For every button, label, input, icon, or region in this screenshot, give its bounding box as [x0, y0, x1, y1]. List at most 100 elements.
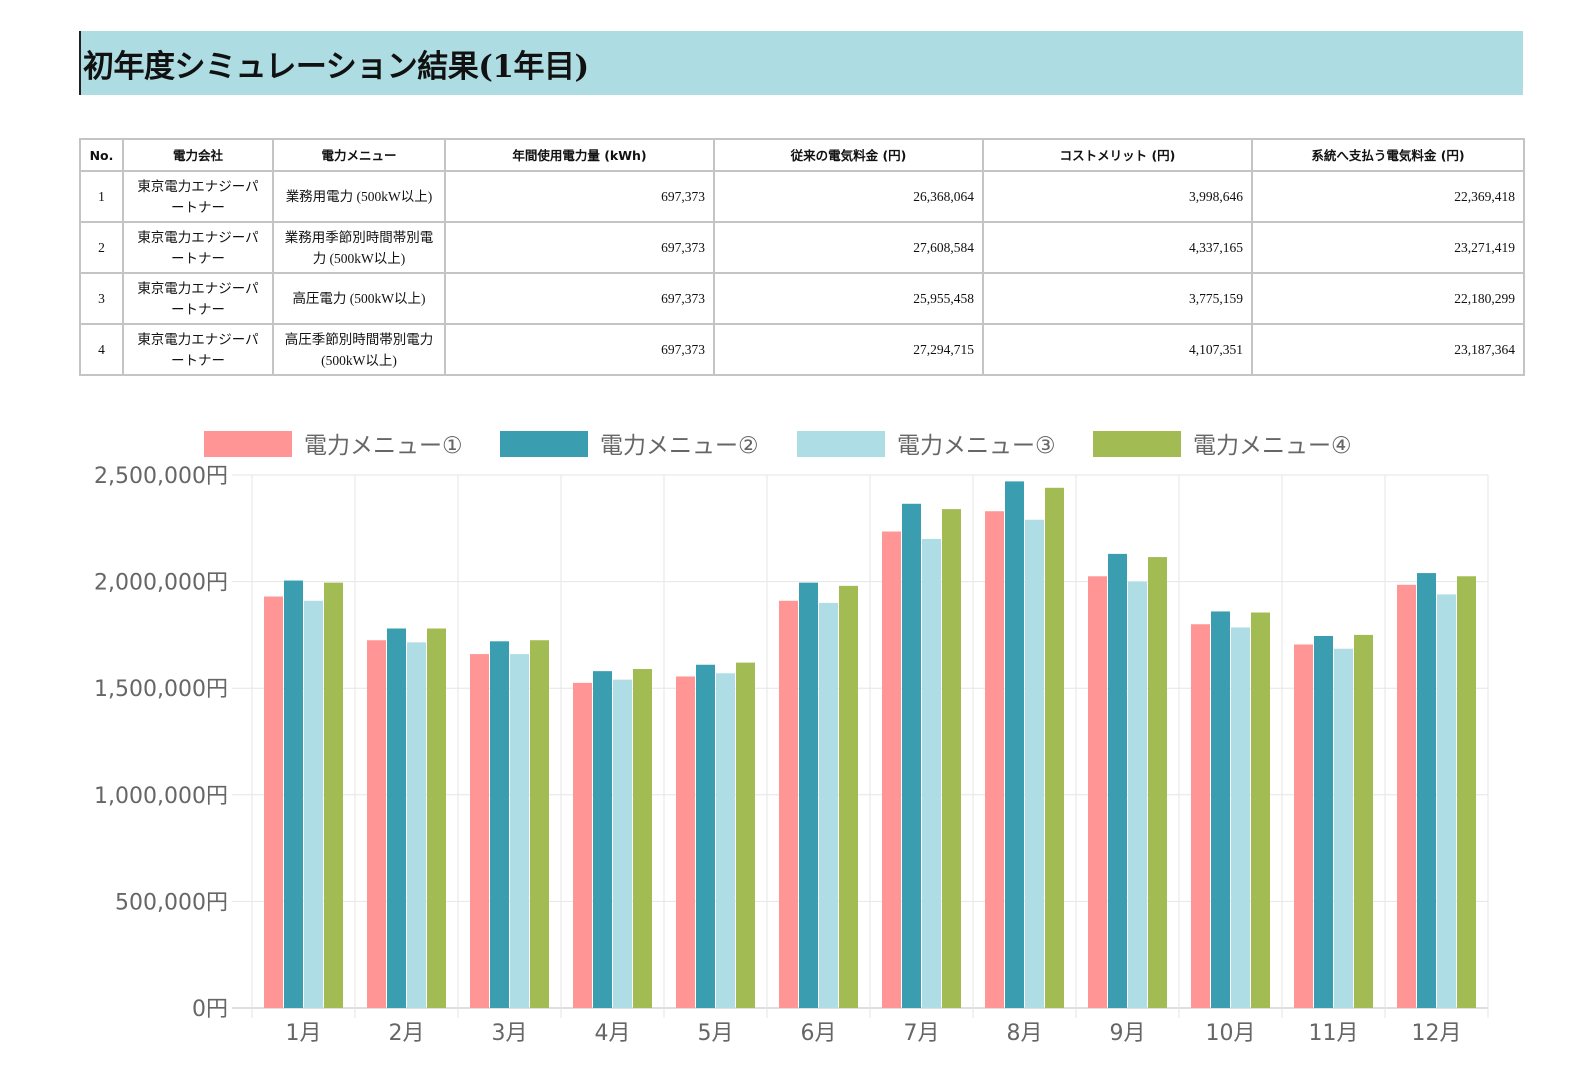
x-tick-label: 10月: [1206, 1021, 1256, 1046]
x-tick-label: 3月: [492, 1021, 528, 1046]
cell-usage: 697,373: [444, 272, 715, 325]
header-merit: コストメリット (円): [982, 138, 1253, 172]
bar: [1334, 648, 1353, 1008]
y-tick-label: 1,500,000円: [94, 677, 228, 702]
bar: [470, 654, 489, 1008]
y-tick-label: 2,500,000円: [94, 464, 228, 489]
x-tick-label: 2月: [389, 1021, 425, 1046]
header-usage: 年間使用電力量 (kWh): [444, 138, 715, 172]
bar: [633, 669, 652, 1008]
bar: [1148, 557, 1167, 1008]
header-grid: 系統へ支払う電気料金 (円): [1251, 138, 1525, 172]
bar: [942, 509, 961, 1008]
cell-company: 東京電力エナジーパートナー: [122, 323, 274, 376]
cell-merit: 3,775,159: [982, 272, 1253, 325]
y-tick-label: 2,000,000円: [94, 571, 228, 596]
legend-swatch: [1093, 431, 1181, 457]
bar: [284, 580, 303, 1008]
cell-menu: 高圧電力 (500kW以上): [272, 272, 446, 325]
cell-grid: 23,187,364: [1251, 323, 1525, 376]
bar: [1397, 584, 1416, 1008]
cell-company: 東京電力エナジーパートナー: [122, 221, 274, 274]
legend-swatch: [500, 431, 588, 457]
bar: [324, 582, 343, 1008]
cell-grid: 23,271,419: [1251, 221, 1525, 274]
bar: [1191, 624, 1210, 1008]
bar: [902, 503, 921, 1008]
bar: [407, 642, 426, 1008]
x-tick-label: 7月: [904, 1021, 940, 1046]
table-header-row: No. 電力会社 電力メニュー 年間使用電力量 (kWh) 従来の電気料金 (円…: [79, 138, 1525, 172]
cell-conventional: 27,608,584: [713, 221, 984, 274]
x-tick-label: 5月: [698, 1021, 734, 1046]
header-menu: 電力メニュー: [272, 138, 446, 172]
x-tick-label: 9月: [1110, 1021, 1146, 1046]
bar: [1251, 612, 1270, 1008]
cell-conventional: 27,294,715: [713, 323, 984, 376]
cell-company: 東京電力エナジーパートナー: [122, 170, 274, 223]
x-tick-label: 8月: [1007, 1021, 1043, 1046]
x-tick-label: 4月: [595, 1021, 631, 1046]
cell-menu: 業務用季節別時間帯別電力 (500kW以上): [272, 221, 446, 274]
cell-grid: 22,180,299: [1251, 272, 1525, 325]
legend-label: 電力メニュー④: [1193, 433, 1352, 459]
bar: [1128, 581, 1147, 1008]
bar: [1088, 576, 1107, 1008]
bar: [490, 641, 509, 1008]
table-row: 3 東京電力エナジーパートナー 高圧電力 (500kW以上) 697,373 2…: [79, 272, 1525, 325]
bar: [1025, 519, 1044, 1008]
legend-label: 電力メニュー②: [600, 433, 759, 459]
bar: [530, 640, 549, 1008]
bar: [922, 538, 941, 1008]
bar: [387, 628, 406, 1008]
legend-swatch: [797, 431, 885, 457]
cell-merit: 4,337,165: [982, 221, 1253, 274]
header-no: No.: [79, 138, 124, 172]
cell-menu: 業務用電力 (500kW以上): [272, 170, 446, 223]
bar: [819, 602, 838, 1008]
bar: [1314, 635, 1333, 1008]
bar: [882, 531, 901, 1008]
bar: [839, 585, 858, 1008]
monthly-bar-chart: 0円 500,000円 1,000,000円 1,500,000円 2,000,000円…: [94, 431, 1489, 1046]
x-tick-label: 12月: [1412, 1021, 1462, 1046]
bar: [1457, 576, 1476, 1008]
header-conventional: 従来の電気料金 (円): [713, 138, 984, 172]
cell-no: 3: [79, 272, 124, 325]
bar: [1211, 611, 1230, 1008]
bar: [985, 511, 1004, 1008]
cell-merit: 4,107,351: [982, 323, 1253, 376]
y-tick-label: 1,000,000円: [94, 784, 228, 809]
bar: [1437, 594, 1456, 1008]
bar: [613, 679, 632, 1008]
bar: [264, 596, 283, 1008]
y-tick-label: 0円: [192, 997, 228, 1022]
bar: [779, 600, 798, 1008]
bar: [593, 671, 612, 1008]
bar: [1294, 644, 1313, 1008]
x-tick-label: 6月: [801, 1021, 837, 1046]
x-tick-label: 11月: [1309, 1021, 1359, 1046]
bar: [1354, 634, 1373, 1008]
bar: [1108, 553, 1127, 1008]
cell-no: 1: [79, 170, 124, 223]
table-row: 2 東京電力エナジーパートナー 業務用季節別時間帯別電力 (500kW以上) 6…: [79, 221, 1525, 274]
page-header: 初年度シミュレーション結果(1年目): [79, 31, 1523, 95]
table-row: 1 東京電力エナジーパートナー 業務用電力 (500kW以上) 697,373 …: [79, 170, 1525, 223]
cell-usage: 697,373: [444, 323, 715, 376]
cell-usage: 697,373: [444, 170, 715, 223]
cell-conventional: 25,955,458: [713, 272, 984, 325]
legend-label: 電力メニュー①: [304, 433, 463, 459]
cell-no: 4: [79, 323, 124, 376]
x-tick-label: 1月: [286, 1021, 322, 1046]
bar: [1045, 487, 1064, 1008]
bar: [367, 640, 386, 1008]
results-table: No. 電力会社 電力メニュー 年間使用電力量 (kWh) 従来の電気料金 (円…: [79, 138, 1525, 376]
bar: [716, 673, 735, 1008]
bar: [304, 600, 323, 1008]
cell-merit: 3,998,646: [982, 170, 1253, 223]
legend-label: 電力メニュー③: [897, 433, 1056, 459]
bar: [799, 582, 818, 1008]
bar: [427, 628, 446, 1008]
cell-usage: 697,373: [444, 221, 715, 274]
